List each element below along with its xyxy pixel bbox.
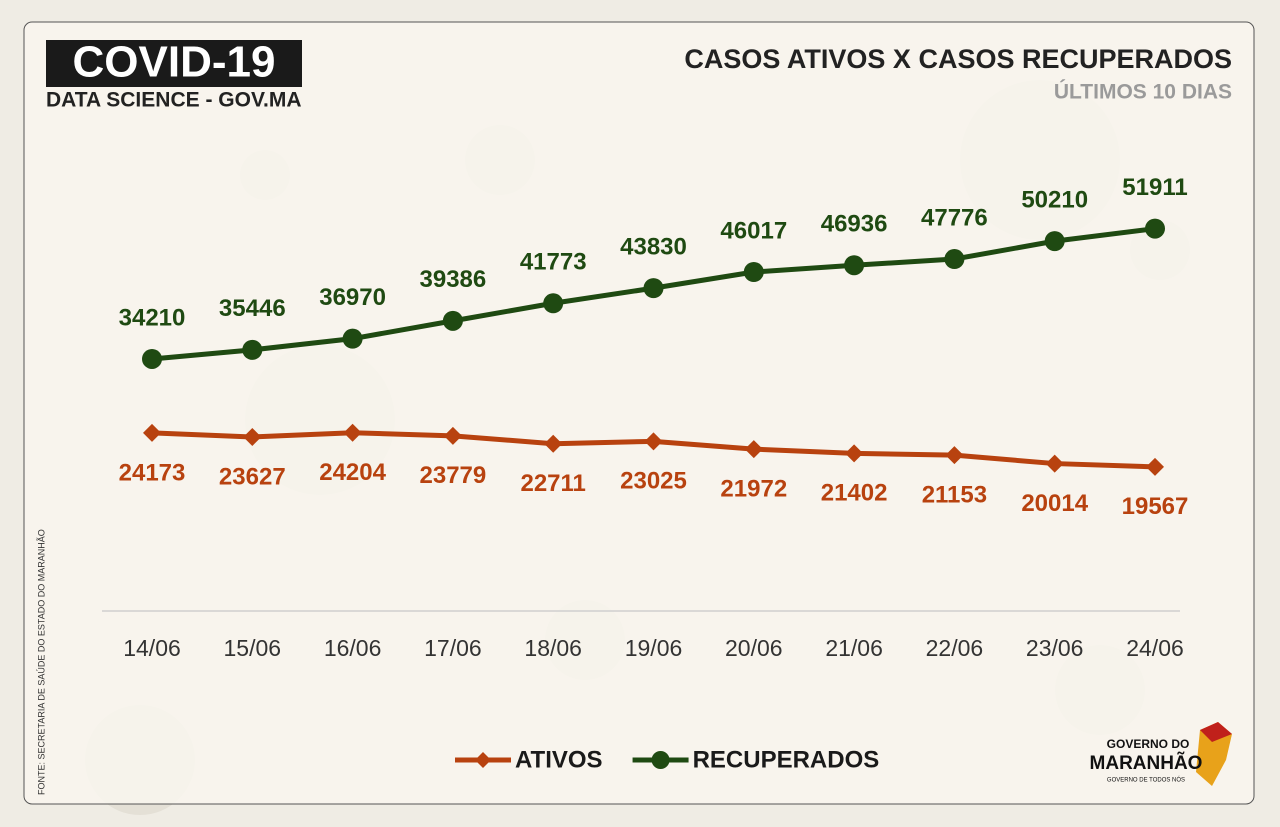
logo-text: GOVERNO DE TODOS NÓS	[1107, 777, 1185, 784]
x-tick-label: 23/06	[1026, 635, 1084, 661]
data-point	[242, 339, 263, 360]
legend-label: ATIVOS	[515, 746, 603, 773]
x-tick-label: 21/06	[825, 635, 883, 661]
data-label: 24173	[119, 459, 186, 486]
data-label: 50210	[1021, 186, 1088, 213]
data-point	[442, 310, 463, 331]
data-point	[744, 440, 763, 459]
data-label: 23779	[420, 462, 487, 489]
data-point	[844, 255, 865, 276]
brand: COVID-19	[73, 38, 276, 87]
data-label: 47776	[921, 204, 988, 231]
x-tick-label: 15/06	[224, 635, 282, 661]
data-point	[543, 293, 564, 314]
data-point	[143, 423, 161, 442]
legend-marker	[475, 752, 491, 768]
data-point	[243, 427, 262, 446]
data-label: 46017	[720, 217, 787, 244]
data-label: 19567	[1122, 493, 1189, 520]
data-point	[845, 444, 864, 463]
data-point	[743, 262, 764, 283]
data-label: 21153	[922, 482, 987, 509]
data-label: 34210	[119, 304, 186, 331]
data-label: 21972	[720, 475, 787, 502]
data-point	[343, 423, 362, 442]
data-point	[644, 432, 663, 451]
card	[23, 21, 1255, 805]
legend-label: RECUPERADOS	[693, 746, 880, 773]
data-point	[1146, 457, 1164, 476]
brand-box	[46, 40, 302, 87]
data-label: 35446	[219, 295, 286, 322]
data-label: 23627	[219, 463, 286, 490]
x-tick-label: 18/06	[524, 635, 582, 661]
data-point	[544, 434, 563, 453]
data-point	[643, 278, 664, 299]
data-point	[443, 426, 462, 445]
data-label: 43830	[620, 233, 687, 260]
legend-marker	[651, 751, 670, 769]
data-point	[945, 446, 964, 465]
x-tick-label: 19/06	[625, 635, 683, 661]
x-tick-label: 24/06	[1126, 635, 1184, 661]
logo: GOVERNO DO MARANHÃO GOVERNO DE TODOS NÓS	[1090, 722, 1232, 786]
x-tick-label: 22/06	[926, 635, 984, 661]
logo-text: GOVERNO DO	[1107, 737, 1190, 751]
data-point	[1145, 218, 1165, 239]
data-point	[142, 348, 162, 369]
x-tick-label: 16/06	[324, 635, 382, 661]
logo-shape	[1196, 722, 1232, 786]
data-point	[1045, 454, 1064, 473]
data-label: 41773	[520, 249, 587, 276]
data-label: 36970	[319, 284, 386, 311]
data-point	[1044, 231, 1065, 252]
data-label: 39386	[420, 266, 487, 293]
logo-shape	[1200, 722, 1232, 742]
data-label: 21402	[821, 480, 888, 507]
data-label: 46936	[821, 211, 888, 238]
x-tick-label: 20/06	[725, 635, 783, 661]
data-label: 51911	[1122, 174, 1187, 201]
data-label: 23025	[620, 468, 687, 495]
chart-title: CASOS ATIVOS X CASOS RECUPERADOS	[684, 44, 1232, 74]
data-label: 22711	[520, 470, 585, 497]
logo-text: MARANHÃO	[1090, 752, 1203, 774]
chart-subtitle: ÚLTIMOS 10 DIAS	[1054, 80, 1232, 104]
brand-subtitle: DATA SCIENCE - GOV.MA	[46, 89, 302, 112]
data-point	[342, 328, 363, 349]
x-tick-label: 17/06	[424, 635, 482, 661]
source-note: FONTE: SECRETARIA DE SAÚDE DO ESTADO DO …	[36, 529, 46, 795]
data-label: 24204	[319, 459, 386, 486]
data-point	[944, 249, 965, 270]
x-tick-label: 14/06	[123, 635, 181, 661]
data-label: 20014	[1021, 490, 1088, 517]
